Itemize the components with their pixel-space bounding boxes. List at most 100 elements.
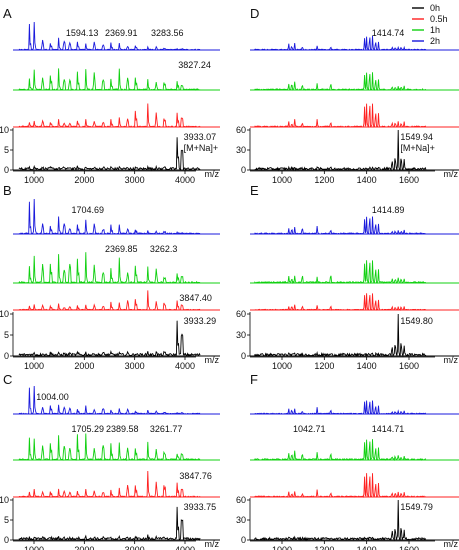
y-tick-label: 10 bbox=[0, 125, 9, 135]
panel-letter-b: B bbox=[3, 183, 12, 198]
peak-label: 3262.3 bbox=[150, 244, 178, 254]
y-tick-label: 60 bbox=[236, 125, 246, 135]
y-tick-label: 30 bbox=[236, 145, 246, 155]
x-unit-label: m/z bbox=[444, 169, 459, 179]
x-tick-label: 2000 bbox=[74, 545, 94, 550]
y-tick-label: 30 bbox=[236, 515, 246, 525]
peak-label: 3827.24 bbox=[178, 60, 211, 70]
x-unit-label: m/z bbox=[205, 355, 220, 365]
peak-annotation: [M+Na]+ bbox=[400, 143, 435, 153]
peak-label: 1704.69 bbox=[71, 205, 104, 215]
x-tick-label: 3000 bbox=[125, 175, 145, 185]
peak-label: 1414.71 bbox=[372, 424, 405, 434]
x-unit-label: m/z bbox=[205, 169, 220, 179]
legend-label-0h: 0h bbox=[430, 3, 440, 13]
peak-label: 1549.79 bbox=[400, 502, 433, 512]
peak-label: 1414.89 bbox=[372, 205, 405, 215]
x-tick-label: 1000 bbox=[272, 175, 292, 185]
x-tick-label: 1000 bbox=[24, 175, 44, 185]
peak-label: 1414.74 bbox=[372, 28, 405, 38]
x-tick-label: 1000 bbox=[272, 361, 292, 371]
spectrum-trace-A-0h bbox=[18, 137, 201, 172]
panel-letter-e: E bbox=[250, 183, 259, 198]
x-unit-label: m/z bbox=[444, 355, 459, 365]
x-unit-label: m/z bbox=[444, 539, 459, 549]
y-tick-label: 5 bbox=[4, 515, 9, 525]
x-tick-label: 1200 bbox=[314, 545, 334, 550]
spectrum-trace-A-0.5h bbox=[18, 103, 201, 129]
legend-label-1h: 1h bbox=[430, 25, 440, 35]
spectrum-trace-F-0h bbox=[254, 499, 427, 542]
legend-label-2h: 2h bbox=[430, 36, 440, 46]
panel-letter-a: A bbox=[3, 6, 12, 21]
peak-label: 1004.00 bbox=[36, 392, 69, 402]
x-tick-label: 1000 bbox=[272, 545, 292, 550]
y-tick-label: 0 bbox=[4, 165, 9, 175]
y-tick-label: 5 bbox=[4, 145, 9, 155]
x-tick-label: 1000 bbox=[24, 361, 44, 371]
x-tick-label: 4000 bbox=[175, 361, 195, 371]
peak-label: 3261.77 bbox=[150, 424, 183, 434]
spectrum-trace-C-0h bbox=[18, 506, 201, 541]
spectrum-trace-F-0.5h bbox=[254, 473, 427, 498]
y-tick-label: 0 bbox=[241, 351, 246, 361]
peak-label: 1549.80 bbox=[400, 316, 433, 326]
peak-label: 2369.91 bbox=[105, 28, 138, 38]
spectrum-trace-B-0h bbox=[18, 320, 201, 358]
spectrum-trace-E-2h bbox=[254, 216, 426, 235]
spectrum-trace-C-1h bbox=[18, 433, 201, 462]
peak-label: 3847.76 bbox=[179, 471, 212, 481]
peak-label: 2369.85 bbox=[105, 244, 138, 254]
x-tick-label: 3000 bbox=[125, 361, 145, 371]
y-tick-label: 0 bbox=[241, 535, 246, 545]
x-tick-label: 1600 bbox=[399, 361, 419, 371]
spectrum-trace-E-1h bbox=[254, 260, 427, 285]
x-tick-label: 1200 bbox=[314, 361, 334, 371]
spectrum-trace-E-0.5h bbox=[254, 293, 426, 311]
peak-label: 3283.56 bbox=[151, 28, 184, 38]
peak-label: 3933.07 bbox=[184, 132, 217, 142]
spectrum-trace-C-0.5h bbox=[18, 470, 201, 499]
x-tick-label: 3000 bbox=[125, 545, 145, 550]
spectrum-trace-D-1h bbox=[254, 72, 427, 91]
y-tick-label: 10 bbox=[0, 495, 9, 505]
x-tick-label: 4000 bbox=[175, 175, 195, 185]
peak-label: 3933.75 bbox=[184, 502, 217, 512]
x-tick-label: 2000 bbox=[74, 361, 94, 371]
y-tick-label: 30 bbox=[236, 330, 246, 340]
spectrum-trace-B-2h bbox=[18, 198, 201, 235]
x-tick-label: 2000 bbox=[74, 175, 94, 185]
spectrum-trace-F-2h bbox=[254, 400, 426, 415]
x-tick-label: 1400 bbox=[357, 361, 377, 371]
peak-label: 3933.29 bbox=[184, 316, 217, 326]
peak-label: 1042.71 bbox=[293, 424, 326, 434]
spectrum-trace-A-1h bbox=[18, 68, 201, 91]
y-tick-label: 60 bbox=[236, 309, 246, 319]
peak-annotation: [M+Na]+ bbox=[184, 143, 219, 153]
legend-label-0.5h: 0.5h bbox=[430, 14, 448, 24]
y-tick-label: 0 bbox=[4, 535, 9, 545]
x-tick-label: 1000 bbox=[24, 545, 44, 550]
x-tick-label: 1600 bbox=[399, 175, 419, 185]
peak-label: 3847.40 bbox=[179, 293, 212, 303]
x-tick-label: 1200 bbox=[314, 175, 334, 185]
panel-letter-d: D bbox=[250, 6, 259, 21]
peak-label: 1549.94 bbox=[400, 132, 433, 142]
y-tick-label: 60 bbox=[236, 495, 246, 505]
x-tick-label: 1400 bbox=[357, 175, 377, 185]
y-tick-label: 0 bbox=[4, 351, 9, 361]
spectrum-trace-B-1h bbox=[18, 252, 201, 285]
x-tick-label: 1400 bbox=[357, 545, 377, 550]
spectrum-trace-E-0h bbox=[254, 313, 427, 358]
spectrum-trace-F-1h bbox=[254, 439, 427, 462]
y-tick-label: 0 bbox=[241, 165, 246, 175]
panel-letter-f: F bbox=[250, 372, 258, 387]
x-tick-label: 4000 bbox=[175, 545, 195, 550]
y-tick-label: 5 bbox=[4, 330, 9, 340]
spectrum-trace-B-0.5h bbox=[18, 290, 201, 311]
peak-label: 1705.29 bbox=[71, 424, 104, 434]
x-tick-label: 1600 bbox=[399, 545, 419, 550]
panel-letter-c: C bbox=[3, 372, 12, 387]
peak-label: 1594.13 bbox=[66, 28, 99, 38]
